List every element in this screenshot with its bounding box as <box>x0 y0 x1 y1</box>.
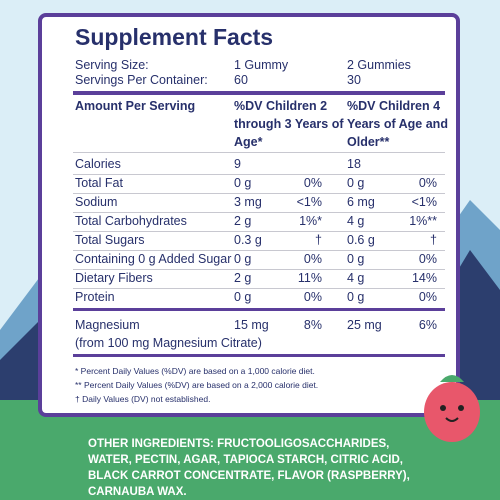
amount: 0.6 g <box>347 233 375 247</box>
magnesium-source: (from 100 mg Magnesium Citrate) <box>75 336 262 350</box>
amount: 0.3 g <box>234 233 262 247</box>
nutrient-name: Protein <box>75 290 115 304</box>
footnote: * Percent Daily Values (%DV) are based o… <box>75 366 315 376</box>
serving-value: 1 Gummy <box>234 58 289 72</box>
daily-value: 1%* <box>299 214 322 228</box>
nutrient-name: Total Sugars <box>75 233 145 247</box>
amount: 0 g <box>234 176 252 190</box>
daily-value: <1% <box>296 195 322 209</box>
serving-label: Servings Per Container: <box>75 73 208 87</box>
ingredients-text: FRUCTOOLIGOSACCHARIDES, WATER, PECTIN, A… <box>88 438 410 498</box>
row-line <box>73 288 445 289</box>
amount: 0 g <box>347 176 365 190</box>
daily-value: 0% <box>418 252 437 266</box>
daily-value: 11% <box>297 271 322 285</box>
amount: 15 mg <box>234 318 269 332</box>
amount: 4 g <box>347 214 365 228</box>
column-header: %DV Children 2 through 3 Years of Age* <box>234 99 344 149</box>
row-line <box>73 231 445 232</box>
divider <box>73 308 445 311</box>
amount: 0 g <box>347 290 365 304</box>
daily-value: 0% <box>303 252 322 266</box>
daily-value: 8% <box>303 318 322 332</box>
column-header: %DV Children 4 Years of Age and Older** <box>347 99 448 149</box>
daily-value: † <box>315 233 322 247</box>
amount: 2 g <box>234 271 252 285</box>
amount: 0 g <box>234 252 252 266</box>
nutrient-name: Sodium <box>75 195 118 209</box>
daily-value: 0% <box>303 176 322 190</box>
serving-value: 60 <box>234 73 248 87</box>
nutrient-name: Magnesium <box>75 318 140 332</box>
daily-value: 6% <box>418 318 437 332</box>
daily-value: 0% <box>418 290 437 304</box>
divider <box>73 91 445 95</box>
title: Supplement Facts <box>75 24 274 50</box>
row-line <box>73 193 445 194</box>
amount: 18 <box>347 157 361 171</box>
footnote: ** Percent Daily Values (%DV) are based … <box>75 380 319 390</box>
daily-value: 0% <box>303 290 322 304</box>
row-line <box>73 174 445 175</box>
daily-value: 0% <box>418 176 437 190</box>
amount: 0 g <box>234 290 252 304</box>
amount: 6 mg <box>347 195 375 209</box>
nutrient-name: Total Fat <box>75 176 123 190</box>
serving-label: Serving Size: <box>75 58 149 72</box>
divider <box>73 354 445 357</box>
daily-value: 1%** <box>409 214 437 228</box>
ingredients: OTHER INGREDIENTS: FRUCTOOLIGOSACCHARIDE… <box>88 436 418 500</box>
nutrient-name: Calories <box>75 157 121 171</box>
nutrient-name: Containing 0 g Added Sugar <box>75 252 232 266</box>
amount: 0 g <box>347 252 365 266</box>
amount: 9 <box>234 157 241 171</box>
amount: 25 mg <box>347 318 382 332</box>
nutrient-name: Total Carbohydrates <box>75 214 187 228</box>
amount: 2 g <box>234 214 252 228</box>
serving-value: 30 <box>347 73 361 87</box>
daily-value: <1% <box>411 195 437 209</box>
daily-value: 14% <box>411 271 437 285</box>
footnote: † Daily Values (DV) not established. <box>75 394 211 404</box>
serving-value: 2 Gummies <box>347 58 411 72</box>
row-line <box>73 250 445 251</box>
amount: 3 mg <box>234 195 262 209</box>
nutrient-name: Dietary Fibers <box>75 271 153 285</box>
row-line <box>73 269 445 270</box>
row-line <box>73 212 445 213</box>
daily-value: † <box>430 233 437 247</box>
amount: 4 g <box>347 271 365 285</box>
ingredients-label: OTHER INGREDIENTS: <box>88 438 214 450</box>
row-line <box>73 152 445 153</box>
column-header: Amount Per Serving <box>75 99 196 113</box>
